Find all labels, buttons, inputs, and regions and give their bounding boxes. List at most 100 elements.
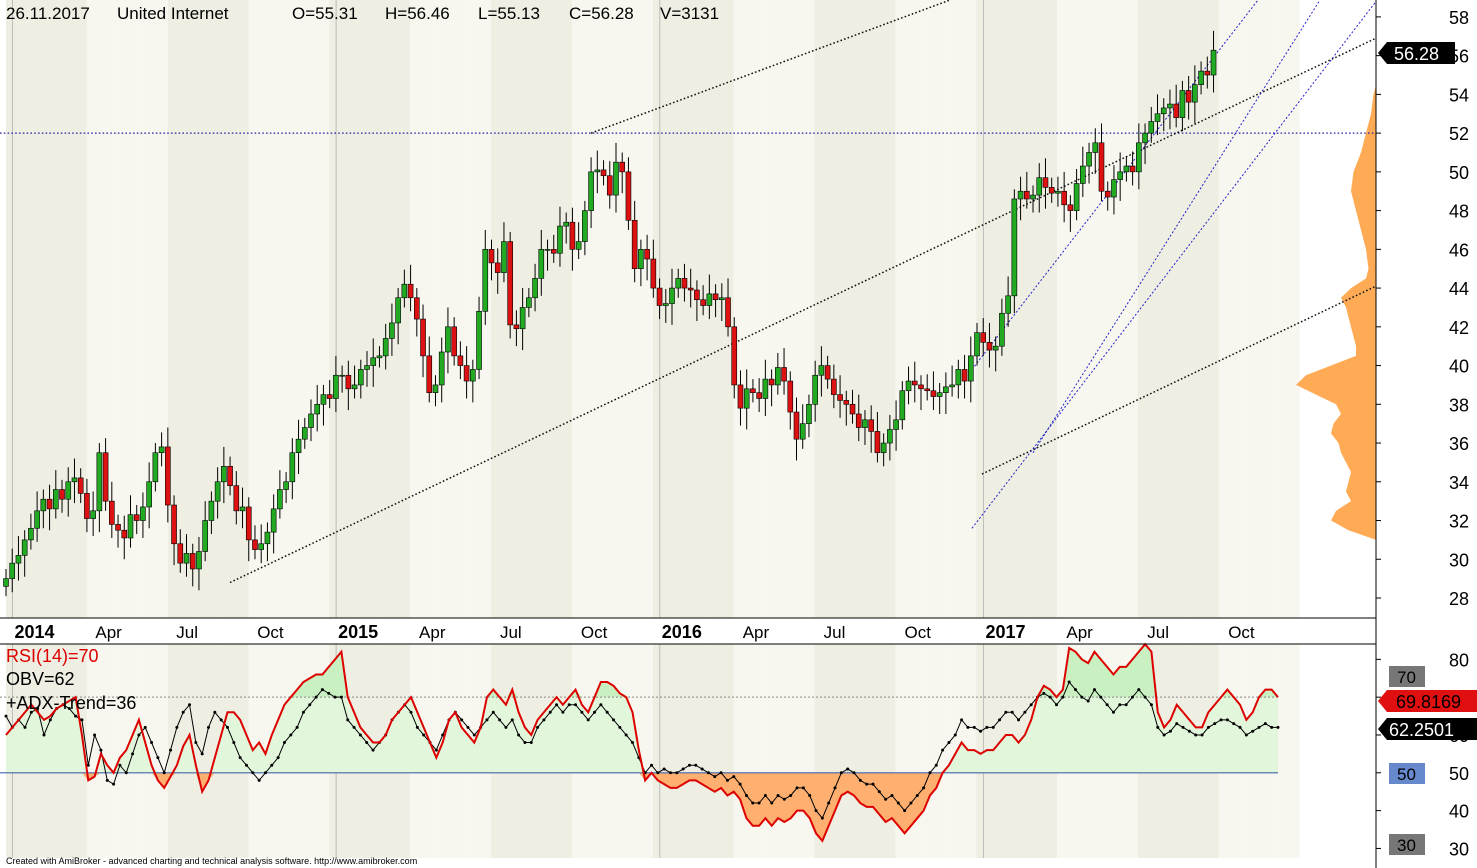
obv-point [1251,729,1255,733]
candle-body [326,394,333,399]
candle-body [526,297,532,308]
candle-body [1073,183,1080,211]
obv-point [858,778,862,782]
obv-point [232,741,236,745]
candle-body [40,498,47,512]
obv-point [301,710,305,714]
band-indicator [868,644,896,858]
candle-body [501,241,507,273]
obv-point [884,797,888,801]
candle-body [3,578,9,587]
candle-body [706,293,713,306]
candle-body [694,289,700,301]
candle-body [507,241,513,326]
candle-body [1086,152,1092,167]
obv-point [586,718,590,722]
channel-lower [971,1,1377,529]
month-bands [6,0,1300,858]
candle-body [544,249,551,251]
candle-body [999,312,1005,347]
obv-point [327,691,331,695]
obv-value-badge: 62.2501 [1378,718,1477,740]
obv-point [1130,695,1134,699]
obv-point [1055,703,1059,707]
indicator-panel [0,642,1280,843]
candle-body [1129,165,1136,173]
price-tick-label: 44 [1449,279,1469,299]
obv-point [782,797,786,801]
candle-body [1042,177,1049,188]
candle-body [644,249,650,260]
candle-body [15,555,22,564]
obv-point [896,801,900,805]
candle-body [233,485,240,512]
candle-body [1036,177,1043,196]
candle-body [245,506,252,541]
obv-point [1175,722,1179,726]
candle-body [308,413,314,428]
obv-point [947,741,951,745]
rsi-fill-overbought [6,644,1278,698]
obv-point [852,771,856,775]
indicator-tick-label: 80 [1449,650,1469,670]
candle-body [868,419,874,432]
band-price [221,0,249,618]
candle-body [513,324,520,330]
candle-body [463,365,470,382]
obv-point [263,771,267,775]
candle-body [46,498,53,510]
obv-point [795,786,799,790]
header-low: L=55.13 [478,4,540,23]
candle-body [1067,204,1074,211]
candle-body [252,539,258,550]
obv-point [1168,729,1172,733]
candle-body [320,394,327,405]
band-price [59,0,87,618]
obv-point [314,695,318,699]
price-tick-label: 46 [1449,240,1469,260]
obv-point [333,695,337,699]
level-50-badge: 50 [1389,763,1425,784]
candle-body [949,384,955,388]
candle-body [600,169,607,177]
candle-body [227,465,233,486]
candle-body [482,249,489,312]
obv-point [1276,725,1280,729]
band-price [302,0,330,618]
obv-point [928,771,932,775]
candle-body [918,384,924,390]
obv-point [656,771,660,775]
obv-point [137,733,141,737]
obv-point [194,741,198,745]
obv-point [998,718,1002,722]
candle-body [613,161,619,196]
obv-point [498,718,502,722]
band-price [814,0,842,618]
long-uptrend-line [229,37,1377,584]
obv-point [175,725,179,729]
volume-profile-shape [1296,84,1376,540]
obv-point [434,748,438,752]
x-tick-label: Oct [257,623,284,642]
obv-label: OBV=62 [6,669,75,689]
obv-point [979,729,983,733]
obv-point [1257,725,1261,729]
obv-point [966,725,970,729]
candle-body [936,392,943,397]
candle-body [121,529,128,539]
x-tick-label: Oct [581,623,608,642]
price-tick-label: 36 [1449,434,1469,454]
candle-body [538,249,545,279]
candle-body [818,365,825,376]
obv-point [561,710,565,714]
candle-body [494,262,501,273]
candle-body [152,452,159,483]
level-30-badge: 30 [1389,834,1425,855]
candle-body [563,221,569,227]
candle-body [750,388,756,393]
obv-point [1118,703,1122,707]
header-high: H=56.46 [385,4,450,23]
level-50-text: 50 [1397,765,1416,784]
candle-body [52,489,59,510]
